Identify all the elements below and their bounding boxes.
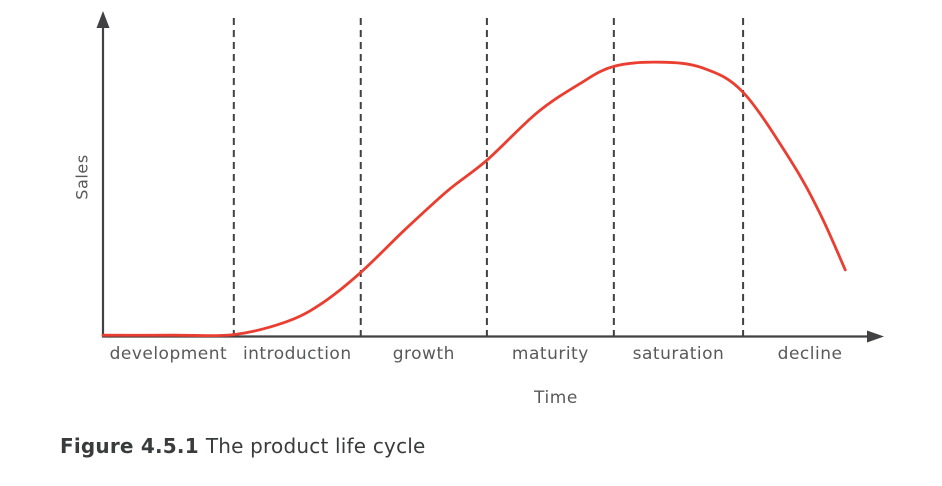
x-axis-label: Time bbox=[533, 388, 579, 408]
sales-curve-line bbox=[101, 60, 847, 338]
phase-label-growth: growth bbox=[392, 344, 455, 364]
phase-label-saturation: saturation bbox=[632, 344, 725, 364]
phase-label-maturity: maturity bbox=[511, 344, 589, 364]
figure-caption-number: Figure 4.5.1 bbox=[60, 434, 199, 458]
phase-label-development: development bbox=[109, 344, 228, 364]
figure-caption-text: The product life cycle bbox=[205, 434, 426, 458]
x-axis-arrowhead bbox=[867, 330, 884, 343]
phase-label-introduction: introduction bbox=[242, 344, 352, 364]
y-axis-arrowhead bbox=[96, 11, 110, 28]
phase-separators bbox=[232, 18, 745, 337]
y-axis-label: Sales bbox=[72, 154, 92, 200]
figure-caption: Figure 4.5.1 The product life cycle bbox=[60, 434, 426, 458]
phase-label-decline: decline bbox=[777, 344, 843, 364]
